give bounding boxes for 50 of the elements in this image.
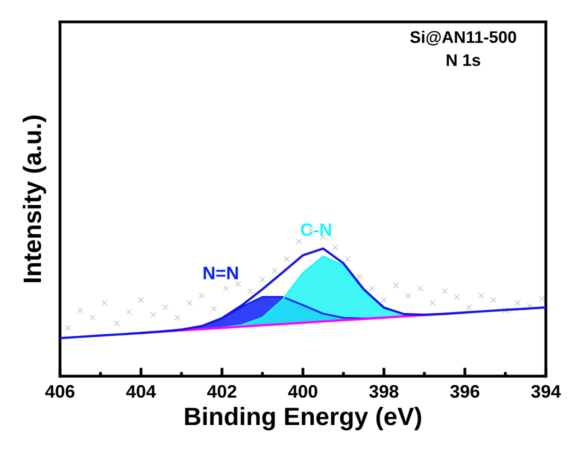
point xyxy=(380,297,387,304)
point xyxy=(222,285,230,292)
point xyxy=(247,288,254,294)
point xyxy=(65,324,72,331)
point xyxy=(186,300,193,306)
text: N 1s xyxy=(446,54,480,66)
point xyxy=(344,256,350,262)
point xyxy=(150,312,156,318)
point xyxy=(490,297,496,304)
point xyxy=(393,282,400,288)
point xyxy=(296,238,302,245)
point xyxy=(284,256,290,262)
x-tick-label: 404 xyxy=(126,385,156,398)
point xyxy=(538,296,545,302)
x-tick-label: 396 xyxy=(450,385,480,398)
point xyxy=(77,307,84,314)
point xyxy=(198,292,205,299)
x-tick-label: 398 xyxy=(369,385,398,398)
point xyxy=(466,304,472,310)
series-label: C-N xyxy=(300,223,332,236)
point xyxy=(138,297,144,304)
point xyxy=(259,276,266,283)
point xyxy=(272,268,278,274)
text: Si@AN11-500 xyxy=(410,30,516,46)
point xyxy=(454,294,460,300)
point xyxy=(368,285,375,292)
y-axis-title: Intensity (a.u.) xyxy=(22,116,46,282)
point xyxy=(162,304,168,310)
point xyxy=(405,292,412,299)
point xyxy=(514,300,521,306)
point xyxy=(332,244,338,250)
point xyxy=(102,300,108,306)
series-label: N=N xyxy=(204,266,238,280)
point xyxy=(210,306,217,312)
point xyxy=(417,285,424,292)
x-tick-label: 402 xyxy=(207,385,236,398)
x-tick-label: 394 xyxy=(531,385,561,398)
point xyxy=(235,280,242,287)
point xyxy=(356,274,363,280)
point xyxy=(429,300,436,306)
point xyxy=(502,307,508,314)
x-tick-label: 400 xyxy=(288,385,318,398)
point xyxy=(174,314,180,321)
x-axis-title: Binding Energy (eV) xyxy=(185,406,422,430)
x-tick-label: 406 xyxy=(45,385,74,398)
point xyxy=(126,308,132,315)
point xyxy=(442,288,448,294)
point xyxy=(478,292,484,299)
point xyxy=(89,314,96,321)
point xyxy=(114,320,120,327)
